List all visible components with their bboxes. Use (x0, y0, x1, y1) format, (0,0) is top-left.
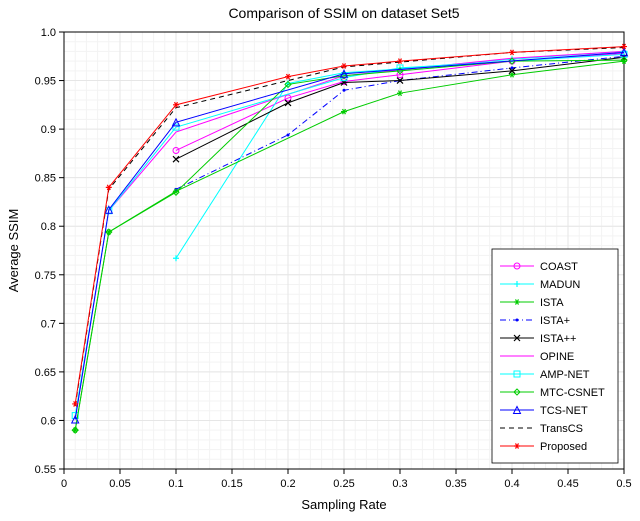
legend-label: TCS-NET (540, 405, 588, 417)
legend-label: MTC-CSNET (540, 387, 605, 399)
svg-text:0.2: 0.2 (280, 478, 295, 490)
x-axis-label: Sampling Rate (301, 497, 386, 512)
svg-text:0.05: 0.05 (109, 478, 130, 490)
svg-text:1.0: 1.0 (41, 27, 56, 39)
svg-text:0.65: 0.65 (35, 367, 56, 379)
chart-title: Comparison of SSIM on dataset Set5 (228, 5, 459, 21)
svg-text:0.15: 0.15 (221, 478, 242, 490)
legend-label: Proposed (540, 441, 587, 453)
legend-label: OPINE (540, 351, 574, 363)
svg-text:0.75: 0.75 (35, 270, 56, 282)
legend-label: COAST (540, 261, 578, 273)
svg-text:0.35: 0.35 (445, 478, 466, 490)
svg-text:0.55: 0.55 (35, 464, 56, 476)
svg-text:0.6: 0.6 (41, 415, 56, 427)
legend-label: ISTA++ (540, 333, 576, 345)
svg-text:0.85: 0.85 (35, 173, 56, 185)
legend-label: ISTA (540, 297, 564, 309)
svg-text:0.4: 0.4 (504, 478, 519, 490)
y-axis-label: Average SSIM (6, 209, 21, 293)
svg-text:0.3: 0.3 (392, 478, 407, 490)
chart-container: 0 0.05 0.1 0.15 0.2 0.25 0.3 0.35 0.4 0.45 0.5 0.55… (0, 0, 640, 521)
svg-text:0: 0 (61, 478, 67, 490)
legend-label: MADUN (540, 279, 580, 291)
svg-text:0.45: 0.45 (557, 478, 578, 490)
svg-text:0.9: 0.9 (41, 124, 56, 136)
svg-text:0.95: 0.95 (35, 76, 56, 88)
svg-text:0.5: 0.5 (616, 478, 631, 490)
legend-label: TransCS (540, 423, 583, 435)
svg-text:0.25: 0.25 (333, 478, 354, 490)
svg-text:0.7: 0.7 (41, 318, 56, 330)
legend-label: ISTA+ (540, 315, 570, 327)
legend: COAST MADUN ISTA ISTA+ ISTA++ OPINE AMP-NET MTC… (492, 249, 618, 463)
svg-text:0.8: 0.8 (41, 221, 56, 233)
legend-label: AMP-NET (540, 369, 590, 381)
ssim-comparison-chart: 0 0.05 0.1 0.15 0.2 0.25 0.3 0.35 0.4 0.45 0.5 0.55… (0, 0, 640, 521)
svg-text:0.1: 0.1 (168, 478, 183, 490)
